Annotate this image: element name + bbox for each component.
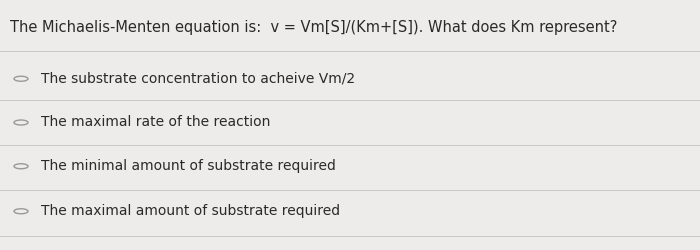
Text: The maximal amount of substrate required: The maximal amount of substrate required <box>41 204 340 218</box>
Text: The Michaelis-Menten equation is:  v = Vm[S]/(Km+[S]). What does Km represent?: The Michaelis-Menten equation is: v = Vm… <box>10 20 618 35</box>
Text: The maximal rate of the reaction: The maximal rate of the reaction <box>41 116 270 130</box>
Text: The substrate concentration to acheive Vm/2: The substrate concentration to acheive V… <box>41 72 355 86</box>
Text: The minimal amount of substrate required: The minimal amount of substrate required <box>41 159 335 173</box>
